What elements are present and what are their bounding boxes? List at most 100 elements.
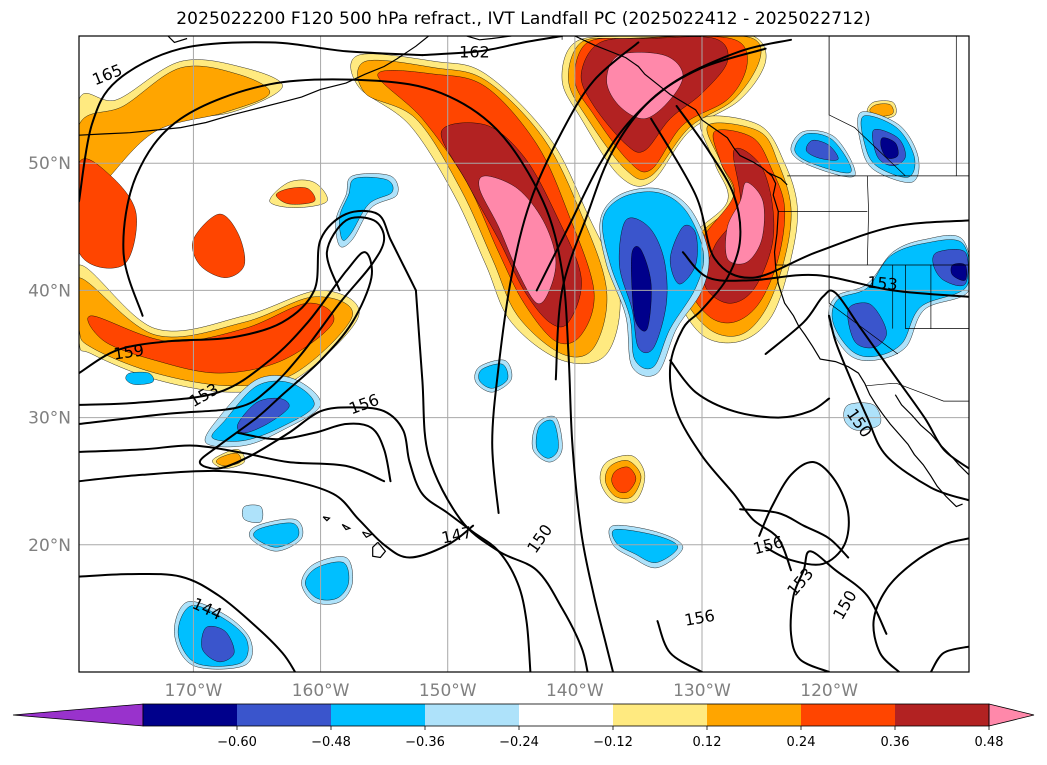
longitude-tick-label: 120°W [800, 681, 858, 701]
coastline [894, 394, 969, 476]
ivt-region [880, 137, 899, 159]
ivt-region [339, 176, 394, 241]
refractivity-contours [79, 36, 969, 672]
ivt-region [611, 529, 679, 563]
refractivity-contour [79, 572, 297, 672]
refractivity-contour [656, 620, 703, 672]
refractivity-contour [828, 314, 969, 502]
axis-labels: 170°W 160°W 150°W 140°W 130°W 120°W 20°N 30°N 40… [28, 154, 858, 701]
colorbar-tick-label: −0.60 [217, 735, 257, 750]
coastline [362, 531, 374, 538]
refractivity-contour [764, 289, 969, 470]
refractivity-contour [554, 47, 767, 381]
contour-label-group: 153 [866, 273, 898, 295]
political-border [828, 36, 906, 177]
longitude-tick-label: 130°W [673, 681, 731, 701]
refractivity-contour [421, 36, 564, 57]
colorbar-tick-label: −0.48 [311, 735, 351, 750]
ivt-region [79, 65, 270, 211]
coastline [466, 36, 512, 41]
contour-label: 162 [459, 42, 490, 61]
coastline [341, 523, 352, 531]
refractivity-contour [79, 251, 532, 672]
colorbar-segment [425, 704, 520, 726]
ivt-region [242, 504, 264, 523]
colorbar-extend-low [12, 703, 144, 727]
ivt-region [201, 626, 235, 663]
ivt-region [950, 263, 967, 281]
ivt-region [843, 402, 882, 431]
colorbar-segment [237, 704, 332, 726]
refractivity-contour [79, 444, 386, 483]
longitude-tick-label: 160°W [292, 681, 350, 701]
map-title: 2025022200 F120 500 hPa refract., IVT La… [176, 9, 871, 29]
ivt-region [869, 103, 894, 117]
refractivity-contour [414, 289, 589, 672]
ivt-region [305, 561, 350, 601]
contour-label: 153 [866, 273, 898, 295]
ivt-region [535, 419, 559, 459]
coastline-layer [79, 36, 969, 559]
ivt-region [253, 522, 300, 548]
contour-label: 159 [112, 340, 145, 363]
colorbar-segment [801, 704, 896, 726]
colorbar-segment [613, 704, 708, 726]
ivt-region [847, 302, 887, 349]
colorbar-tick-label: 0.48 [975, 735, 1004, 750]
political-border [865, 382, 969, 402]
ivt-region [192, 213, 246, 278]
ivt-region [237, 397, 290, 434]
colorbar-tick-label: 0.24 [787, 735, 816, 750]
colorbar-tick-label: −0.24 [499, 735, 539, 750]
colorbar-segment [707, 704, 802, 726]
coastline [574, 36, 963, 508]
colorbar-outline [142, 703, 990, 727]
ivt-region [125, 371, 154, 385]
contour-label-group: 159 [112, 340, 145, 363]
latitude-tick-label: 50°N [28, 154, 71, 174]
latitude-tick-label: 30°N [28, 409, 71, 429]
ivt-region [478, 363, 509, 389]
refractivity-contour [668, 105, 792, 572]
refractivity-contour [681, 251, 969, 298]
refractivity-contour [535, 38, 792, 292]
colorbar-segment [895, 704, 990, 726]
colorbar-segment [143, 704, 238, 726]
refractivity-contour [79, 469, 475, 559]
colorbar: −0.60 −0.48 −0.36 −0.24 −0.12 0.12 0.24 0.36 0.4… [12, 703, 1035, 750]
refractivity-contour [79, 216, 386, 425]
coastline [766, 171, 788, 186]
refractivity-contour [669, 359, 831, 419]
coastline [79, 36, 429, 136]
ivt-region [79, 158, 137, 269]
latitude-tick-label: 20°N [28, 536, 71, 556]
refractivity-contour [79, 209, 417, 375]
refractivity-contour [739, 508, 850, 559]
coastline [167, 36, 188, 44]
colorbar-extend-high [988, 703, 1035, 727]
coastline [322, 516, 331, 522]
ivt-region [478, 175, 557, 304]
refractivity-contour [929, 645, 969, 672]
longitude-tick-label: 170°W [165, 681, 223, 701]
colorbar-tick-label: −0.12 [593, 735, 633, 750]
ivt-region [805, 139, 839, 161]
political-border [866, 175, 869, 266]
colorbar-tick-label: 0.12 [693, 735, 722, 750]
ivt-shading-layer [79, 36, 969, 670]
colorbar-tick-label: 0.36 [881, 735, 910, 750]
colorbar-tick-label: −0.36 [405, 735, 445, 750]
refractivity-contour [79, 41, 424, 203]
colorbar-segment [519, 704, 614, 726]
longitude-tick-label: 140°W [546, 681, 604, 701]
coastline [372, 541, 387, 559]
colorbar-segment [331, 704, 426, 726]
ivt-region [611, 466, 637, 494]
refractivity-contour [491, 41, 640, 514]
ivt-region [725, 182, 765, 265]
refractivity-contour [789, 550, 888, 672]
refractivity-contour [122, 78, 614, 672]
refractivity-contour [236, 422, 392, 483]
refractivity-contour [758, 461, 850, 566]
